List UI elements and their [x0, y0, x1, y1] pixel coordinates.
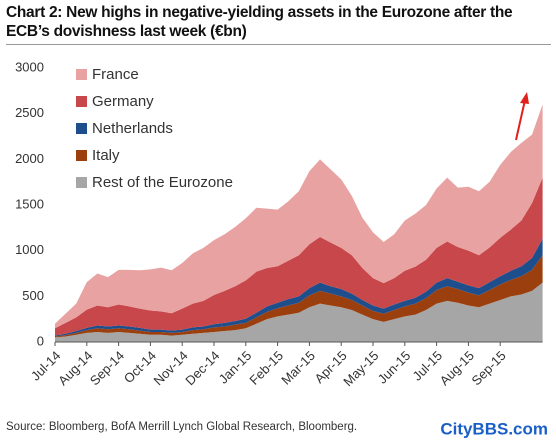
legend-label: France: [92, 66, 139, 83]
x-tick-label: Dec-14: [182, 348, 222, 388]
area: [55, 104, 543, 329]
arrow-head: [520, 92, 529, 104]
legend-swatch: [76, 123, 87, 134]
area: [55, 177, 543, 336]
x-tick-label: Aug-14: [55, 348, 95, 388]
x-tick-label: Sep-14: [87, 348, 127, 388]
x-tick-label: May-15: [340, 348, 381, 389]
y-tick-label: 0: [37, 333, 44, 348]
source: Source: Bloomberg, BofA Merrill Lynch Gl…: [6, 421, 357, 433]
y-tick-label: 3000: [15, 59, 44, 74]
legend-swatch: [76, 69, 87, 80]
arrow: [515, 99, 526, 141]
chart-title: Chart 2: New highs in negative-yielding …: [6, 4, 513, 40]
legend-label: Italy: [92, 147, 120, 164]
x-tick-label: Aug-15: [437, 348, 477, 388]
x-tick-label: Jun-15: [375, 348, 414, 387]
legend-label: Rest of the Eurozone: [92, 174, 233, 191]
x-tick-label: Jan-15: [216, 348, 255, 387]
area: [55, 238, 543, 337]
y-tick-label: 1000: [15, 242, 44, 257]
x-tick-label: Sep-15: [469, 348, 509, 388]
title-rule: [6, 44, 551, 45]
x-tick-label: Mar-15: [278, 348, 318, 388]
y-tick-label: 500: [22, 288, 44, 303]
y-tick-label: 1500: [15, 196, 44, 211]
y-tick-label: 2500: [15, 105, 44, 120]
legend-swatch: [76, 96, 87, 107]
legend-label: Germany: [92, 93, 154, 110]
legend-swatch: [76, 177, 87, 188]
area: [55, 255, 543, 338]
watermark: CityBBS.com: [440, 419, 548, 438]
y-tick-label: 2000: [15, 151, 44, 166]
area: [55, 282, 543, 342]
x-tick-label: Nov-14: [151, 348, 191, 388]
legend-swatch: [76, 150, 87, 161]
legend-label: Netherlands: [92, 120, 173, 137]
x-tick-label: Feb-15: [246, 348, 286, 388]
